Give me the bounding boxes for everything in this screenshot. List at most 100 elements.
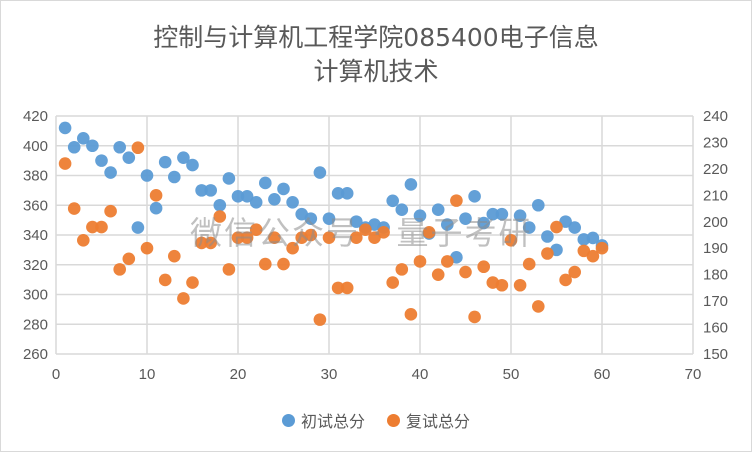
- data-point-series-0: [58, 121, 72, 135]
- data-point-series-0: [213, 198, 227, 212]
- data-point-series-1: [504, 233, 518, 247]
- data-point-series-1: [113, 263, 126, 276]
- data-point-series-1: [513, 278, 527, 292]
- data-point-series-0: [240, 190, 254, 203]
- x-tick-label: 30: [321, 366, 338, 383]
- chart-title-line-2: 计算机技术: [313, 57, 439, 86]
- data-point-series-1: [595, 241, 609, 255]
- data-point-series-0: [541, 230, 554, 243]
- data-point-series-1: [568, 265, 581, 279]
- data-point-series-1: [532, 300, 545, 313]
- y-left-tick-label: 320: [23, 257, 48, 274]
- data-point-series-1: [495, 278, 509, 292]
- data-point-series-1: [441, 255, 454, 268]
- data-point-series-0: [586, 231, 600, 245]
- data-point-series-0: [168, 170, 181, 184]
- data-point-series-1: [331, 281, 345, 295]
- data-point-series-0: [395, 203, 409, 217]
- x-tick-label: 60: [594, 366, 611, 383]
- data-point-series-1: [577, 244, 591, 258]
- y-right-tick-label: 190: [703, 240, 728, 257]
- data-point-series-0: [513, 209, 527, 222]
- data-point-series-0: [559, 215, 572, 228]
- data-point-series-0: [195, 184, 208, 197]
- data-point-series-1: [158, 273, 172, 287]
- data-point-series-1: [149, 189, 163, 202]
- data-point-series-1: [459, 265, 472, 279]
- data-point-series-0: [331, 187, 345, 200]
- data-point-series-1: [231, 231, 245, 244]
- data-point-series-1: [268, 231, 281, 244]
- data-point-series-1: [122, 252, 136, 266]
- data-point-series-1: [322, 231, 336, 244]
- data-point-series-1: [222, 263, 236, 276]
- data-point-series-1: [195, 236, 208, 250]
- data-point-series-0: [122, 151, 136, 164]
- data-point-series-1: [359, 223, 372, 237]
- data-point-series-1: [586, 249, 600, 263]
- y-left-tick-label: 280: [23, 316, 48, 333]
- data-point-series-1: [477, 260, 491, 274]
- data-point-series-0: [404, 178, 418, 191]
- data-point-series-1: [204, 236, 217, 250]
- data-point-series-1: [58, 157, 72, 170]
- watermark: 微信公众号 · 量子考研: [190, 214, 533, 252]
- y-right-tick-label: 160: [703, 320, 728, 337]
- data-point-series-0: [431, 203, 445, 217]
- y-right-tick-label: 170: [703, 293, 728, 310]
- data-point-series-0: [304, 212, 318, 225]
- data-point-series-1: [304, 228, 318, 242]
- data-point-series-1: [404, 308, 418, 321]
- data-point-series-0: [249, 195, 263, 209]
- data-point-series-1: [413, 255, 427, 268]
- data-point-series-1: [550, 220, 563, 234]
- data-point-series-1: [104, 204, 117, 218]
- data-point-series-1: [468, 310, 481, 324]
- data-point-series-1: [377, 226, 390, 239]
- y-right-tick-label: 220: [703, 161, 728, 178]
- data-point-series-1: [422, 226, 436, 239]
- y-left-tick-label: 360: [23, 197, 48, 214]
- data-point-series-0: [95, 154, 108, 167]
- data-point-series-0: [204, 184, 217, 197]
- legend-item-0: 初试总分: [281, 408, 365, 432]
- legend-label: 复试总分: [406, 412, 471, 431]
- data-point-series-1: [350, 231, 363, 244]
- data-point-series-1: [259, 257, 272, 271]
- data-point-series-1: [313, 313, 327, 326]
- data-point-series-0: [313, 166, 327, 179]
- data-point-series-1: [177, 292, 190, 305]
- legend-marker: [281, 413, 295, 427]
- data-point-series-1: [67, 202, 81, 215]
- data-point-series-0: [522, 221, 536, 234]
- x-tick-label: 70: [685, 366, 702, 383]
- y-left-tick-label: 380: [23, 168, 48, 185]
- data-point-series-0: [131, 221, 145, 234]
- data-point-series-1: [286, 241, 299, 255]
- data-point-series-0: [477, 216, 491, 230]
- legend: 初试总分 复试总分: [0, 408, 752, 432]
- data-point-series-0: [104, 166, 117, 179]
- data-point-series-1: [249, 223, 263, 237]
- data-point-series-0: [222, 172, 236, 185]
- data-point-series-1: [168, 249, 181, 263]
- data-point-series-0: [186, 158, 199, 172]
- data-point-series-0: [532, 198, 545, 212]
- data-point-series-1: [240, 231, 254, 244]
- data-point-series-0: [286, 195, 299, 209]
- x-tick-label: 0: [52, 366, 60, 383]
- data-point-series-0: [86, 139, 99, 153]
- data-point-series-1: [340, 281, 354, 295]
- data-point-series-1: [140, 241, 154, 255]
- data-point-series-0: [350, 215, 363, 228]
- data-point-series-0: [277, 182, 290, 196]
- y-right-tick-label: 200: [703, 214, 728, 231]
- data-point-series-0: [441, 218, 454, 231]
- y-right-tick-label: 240: [703, 108, 728, 125]
- x-tick-label: 10: [139, 366, 156, 383]
- chart-title-line-1: 控制与计算机工程学院085400电子信息: [153, 23, 599, 52]
- data-point-series-1: [522, 257, 536, 271]
- data-point-series-1: [277, 257, 290, 271]
- legend-label: 初试总分: [300, 412, 365, 431]
